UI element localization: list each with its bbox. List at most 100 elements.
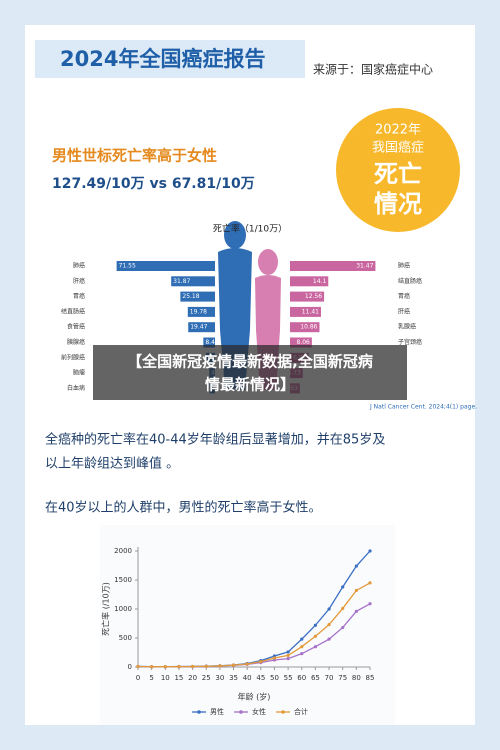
value-label: 11.41 (302, 308, 319, 315)
x-tick-label: 85 (366, 674, 375, 682)
point (218, 664, 222, 668)
x-tick-label: 0 (136, 674, 140, 682)
y-tick-label: 0 (128, 663, 132, 671)
point (368, 581, 372, 585)
legend-swatch (239, 710, 243, 714)
x-tick-label: 75 (338, 674, 347, 682)
badge (336, 108, 460, 232)
x-tick-label: 25 (202, 674, 211, 682)
point (163, 665, 167, 669)
note: 在40岁以上的人群中，男性的死亡率高于女性。 (45, 500, 322, 516)
headline: 男性世标死亡率高于女性 (52, 147, 217, 165)
title: 2024年全国癌症报告 (60, 47, 265, 71)
x-tick-label: 80 (352, 674, 361, 682)
value-label: 19.78 (190, 308, 207, 315)
x-axis-label: 年龄 (岁) (238, 692, 271, 702)
x-tick-label: 70 (325, 674, 334, 682)
category-label: 食管癌 (67, 323, 85, 331)
value-label: 19.47 (190, 324, 207, 331)
bar (290, 291, 325, 302)
category-label: 白血病 (67, 384, 85, 392)
bar (203, 337, 215, 348)
x-tick-label: 5 (149, 674, 153, 682)
value-label: 31.47 (356, 263, 373, 270)
point (354, 609, 358, 613)
category-label: 胃癌 (73, 292, 85, 300)
point (204, 664, 208, 668)
chart-source: J Natl Cancer Cent. 2024;4(1) page. (369, 404, 477, 411)
line-chart-box (100, 525, 395, 725)
legend-swatch (197, 710, 201, 714)
y-tick-label: 500 (119, 634, 132, 642)
bar (171, 276, 215, 287)
note: 全癌种的死亡率在40-44岁年龄组后显著增加，并在85岁及 (45, 432, 385, 448)
bar (180, 291, 215, 302)
chart-title: 死亡率（1/10万） (213, 223, 287, 235)
point (300, 645, 304, 649)
value-label: 31.87 (173, 278, 190, 285)
value-label: 14.1 (313, 278, 327, 285)
point (177, 665, 181, 669)
point (327, 607, 331, 611)
point (341, 625, 345, 630)
badge-big: 情况 (374, 190, 422, 218)
point (354, 588, 358, 593)
y-tick-label: 1000 (114, 605, 132, 613)
value-label: 8.06 (297, 339, 311, 346)
category-label: 前列腺癌 (61, 353, 85, 361)
point (150, 665, 154, 669)
value-label: 10.86 (300, 324, 317, 331)
point (327, 637, 331, 641)
headline-numbers: 127.49/10万 vs 67.81/10万 (52, 176, 255, 192)
point (341, 606, 345, 611)
overlay-text: 情最新情况】 (205, 376, 295, 394)
point (341, 585, 345, 589)
bar (290, 322, 320, 333)
x-tick-label: 30 (215, 674, 224, 682)
bar (290, 337, 312, 348)
bar (116, 261, 215, 271)
badge-big: 死亡 (374, 160, 422, 188)
x-tick-label: 10 (161, 674, 170, 682)
point (286, 653, 290, 658)
legend-swatch (281, 710, 285, 714)
source: 来源于：国家癌症中心 (313, 62, 433, 77)
note: 以上年龄组达到峰值 。 (45, 456, 179, 472)
point (259, 660, 263, 664)
y-axis-label: 死亡率 (/10万) (101, 582, 111, 636)
y-tick-label: 2000 (114, 547, 132, 555)
category-label: 脑瘤 (73, 369, 85, 377)
legend-label: 合计 (294, 707, 308, 716)
x-tick-label: 35 (229, 674, 238, 682)
category-label: 结直肠癌 (61, 307, 85, 315)
point (300, 637, 304, 641)
x-tick-label: 15 (174, 674, 183, 682)
category-label: 结直肠癌 (398, 277, 422, 285)
category-label: 子宫颈癌 (398, 338, 422, 346)
x-tick-label: 45 (256, 674, 265, 682)
x-tick-label: 60 (297, 674, 306, 682)
category-label: 胃癌 (398, 292, 410, 300)
category-label: 肝癌 (398, 307, 410, 315)
point (313, 623, 318, 627)
point (136, 664, 140, 669)
overlay-banner (93, 345, 407, 400)
point (190, 664, 195, 669)
point (300, 652, 304, 656)
category-label: 肝癌 (73, 277, 85, 285)
bar (290, 276, 329, 287)
legend-label: 男性 (210, 707, 224, 716)
point (327, 623, 331, 627)
bar (188, 322, 215, 333)
x-tick-label: 65 (311, 674, 320, 682)
category-label: 肺癌 (398, 262, 410, 270)
category-label: 胰腺癌 (67, 338, 85, 346)
y-tick-label: 1500 (114, 576, 132, 584)
value-label: 8.47 (205, 339, 219, 346)
title-box (35, 40, 305, 78)
badge-text: 我国癌症 (372, 140, 424, 156)
badge-year: 2022年 (375, 123, 421, 138)
overlay-text: 【全国新冠疫情最新数据,全国新冠病 (127, 353, 373, 371)
value-label: 25.18 (182, 293, 199, 300)
